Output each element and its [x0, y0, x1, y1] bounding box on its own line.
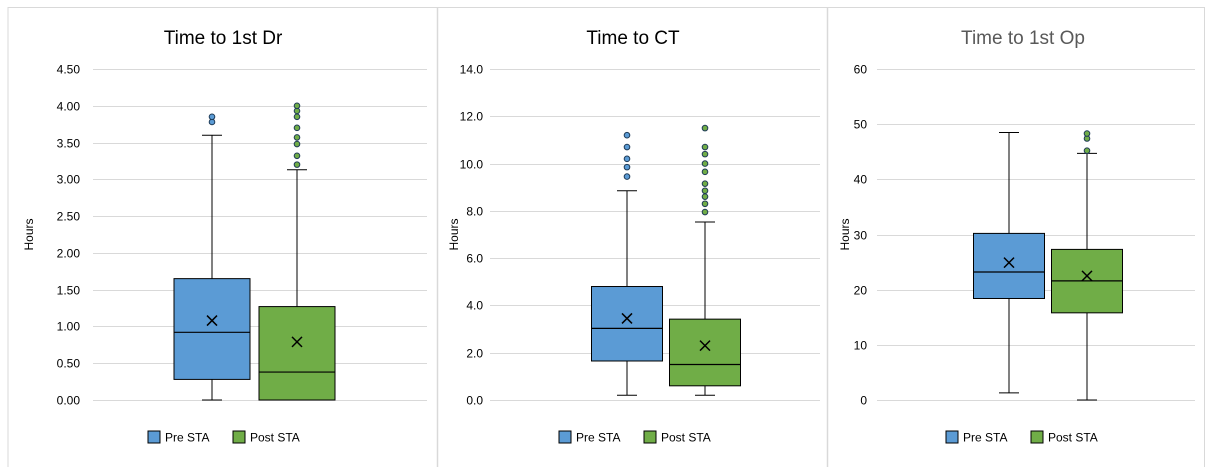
legend-entry-1: Pre STA: [148, 431, 209, 445]
outlier-point: [1084, 148, 1090, 154]
outlier-point: [294, 162, 300, 168]
outlier-point: [702, 144, 708, 150]
legend-swatch: [559, 431, 571, 443]
y-tick-label: 10: [854, 339, 868, 353]
chart-panel-3: Time to 1st Op Hours 0 10 20 30 40 50 60 Pre STA P…: [838, 28, 1195, 445]
outlier-point: [624, 144, 630, 150]
box-iqr: [259, 307, 335, 400]
y-tick-label: 12.0: [460, 110, 484, 124]
legend-entry-2: Post STA: [1031, 431, 1098, 445]
outlier-point: [624, 164, 630, 170]
legend-label: Pre STA: [963, 431, 1007, 445]
outlier-point: [294, 153, 300, 159]
y-tick-label: 1.50: [57, 284, 81, 298]
outlier-point: [702, 201, 708, 207]
y-tick-label: 2.00: [57, 247, 81, 261]
outlier-point: [702, 169, 708, 175]
outlier-point: [294, 125, 300, 131]
outlier-point: [624, 156, 630, 162]
outlier-point: [702, 209, 708, 215]
y-tick-label: 8.0: [466, 205, 483, 219]
legend-entry-1: Pre STA: [559, 431, 620, 445]
legend-swatch: [1031, 431, 1043, 443]
y-axis-label: Hours: [838, 218, 852, 250]
outlier-point: [1084, 131, 1090, 137]
legend-label: Pre STA: [576, 431, 620, 445]
box-iqr: [670, 319, 741, 386]
y-axis-label: Hours: [447, 218, 461, 250]
legend-entry-2: Post STA: [233, 431, 300, 445]
y-tick-label: 6.0: [466, 252, 483, 266]
y-tick-label: 4.00: [57, 100, 81, 114]
y-tick-label: 40: [854, 173, 868, 187]
legend-label: Post STA: [661, 431, 711, 445]
legend-swatch: [233, 431, 245, 443]
box-iqr: [974, 233, 1045, 298]
series-post-sta: [670, 125, 741, 395]
series-pre-sta: [974, 132, 1045, 392]
box-iqr: [174, 279, 250, 380]
y-tick-label: 14.0: [460, 63, 484, 77]
series-pre-sta: [592, 132, 663, 395]
outlier-point: [294, 103, 300, 109]
series-post-sta: [259, 103, 335, 400]
y-axis-label: Hours: [22, 218, 36, 250]
legend-swatch: [644, 431, 656, 443]
legend-entry-1: Pre STA: [946, 431, 1007, 445]
y-tick-label: 0: [860, 394, 867, 408]
outlier-point: [209, 114, 215, 120]
outlier-point: [294, 135, 300, 141]
legend-swatch: [148, 431, 160, 443]
chart-panel-1: Time to 1st Dr Hours 0.00 0.50 1.00 1.50 2.00 2…: [22, 28, 427, 445]
y-tick-label: 0.0: [466, 394, 483, 408]
chart-title: Time to 1st Dr: [164, 28, 283, 49]
y-tick-label: 3.50: [57, 137, 81, 151]
y-tick-label: 30: [854, 229, 868, 243]
outlier-point: [294, 114, 300, 120]
outlier-point: [702, 188, 708, 194]
y-tick-label: 4.50: [57, 63, 81, 77]
legend-swatch: [946, 431, 958, 443]
y-tick-label: 60: [854, 63, 868, 77]
outlier-point: [624, 174, 630, 180]
outlier-point: [294, 141, 300, 147]
chart-panel-2: Time to CT Hours 0.0 2.0 4.0 6.0 8.0 10.0 12.0 14…: [447, 28, 820, 445]
series-post-sta: [1052, 131, 1123, 400]
legend-label: Post STA: [1048, 431, 1098, 445]
y-tick-label: 10.0: [460, 158, 484, 172]
y-tick-label: 0.00: [57, 394, 81, 408]
outlier-point: [702, 151, 708, 157]
outlier-point: [702, 125, 708, 131]
y-tick-label: 3.00: [57, 173, 81, 187]
legend-entry-2: Post STA: [644, 431, 711, 445]
chart-title: Time to CT: [586, 28, 680, 49]
outlier-point: [702, 181, 708, 187]
legend-label: Pre STA: [165, 431, 209, 445]
y-tick-label: 50: [854, 118, 868, 132]
y-tick-label: 4.0: [466, 299, 483, 313]
outlier-point: [624, 132, 630, 138]
chart-title: Time to 1st Op: [961, 28, 1085, 49]
y-tick-label: 2.0: [466, 347, 483, 361]
y-tick-label: 20: [854, 284, 868, 298]
series-pre-sta: [174, 114, 250, 400]
y-tick-label: 1.00: [57, 320, 81, 334]
outlier-point: [702, 194, 708, 200]
y-tick-label: 2.50: [57, 210, 81, 224]
y-tick-label: 0.50: [57, 357, 81, 371]
box-iqr: [592, 287, 663, 361]
legend-label: Post STA: [250, 431, 300, 445]
outlier-point: [702, 161, 708, 167]
